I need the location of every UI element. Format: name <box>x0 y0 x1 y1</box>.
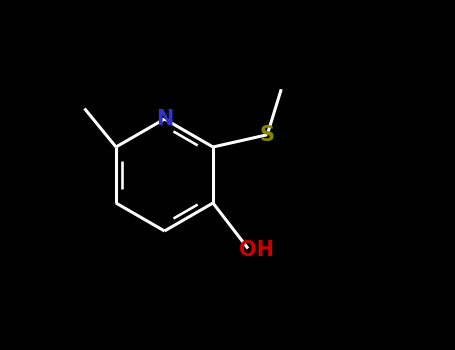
Text: N: N <box>156 109 173 129</box>
Text: OH: OH <box>239 240 274 260</box>
Text: S: S <box>260 125 275 145</box>
